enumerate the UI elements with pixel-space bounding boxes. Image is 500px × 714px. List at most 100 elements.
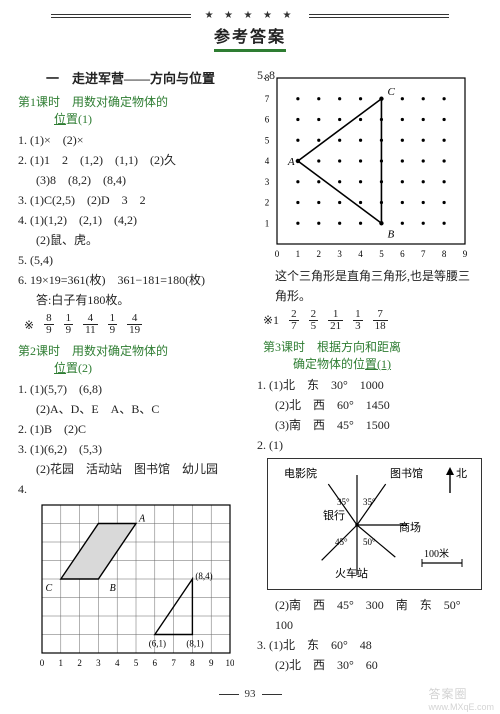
tri-text-2: 角形。 — [275, 287, 482, 305]
l1-6b: 答:白子有180枚。 — [36, 291, 243, 309]
grid-q4-svg: 012345678910ABC(8,4)(6,1)(8,1) — [24, 501, 234, 669]
grid-q5-svg: 012345678912345678ABC — [259, 72, 469, 260]
lesson-1-tail: 置(1) — [66, 112, 92, 126]
svg-text:7: 7 — [171, 658, 176, 668]
svg-text:电影院: 电影院 — [284, 466, 317, 480]
svg-text:4: 4 — [358, 249, 363, 259]
svg-text:北: 北 — [456, 467, 467, 480]
l3-3b: (2)北 西 30° 60 — [275, 656, 482, 674]
grid-q5: 012345678912345678ABC — [259, 72, 482, 264]
l3-2: 2. (1) — [257, 436, 482, 454]
svg-text:4: 4 — [265, 156, 270, 166]
svg-text:0: 0 — [40, 658, 45, 668]
svg-text:8: 8 — [190, 658, 195, 668]
direction-diagram-box: 电影院图书馆银行商场火车站35°35°50°45°北100米 — [267, 458, 482, 590]
svg-text:商场: 商场 — [399, 520, 421, 534]
svg-text:9: 9 — [463, 249, 468, 259]
l1-2a: 2. (1)1 2 (1,2) (1,1) (2)久 — [18, 151, 243, 169]
watermark-a: 答案圈 — [428, 687, 467, 701]
l1-4a: 4. (1)(1,2) (2,1) (4,2) — [18, 211, 243, 229]
svg-text:1: 1 — [296, 249, 301, 259]
svg-text:C: C — [46, 583, 53, 594]
header-stars: ★ ★ ★ ★ ★ — [205, 10, 296, 21]
mfrac-3: 121 — [328, 309, 343, 332]
page-title: 参考答案 — [0, 23, 500, 52]
l2-4: 4. — [18, 480, 243, 498]
lesson-1-prefix: 第1课时 用数对确定物体的 — [18, 95, 168, 109]
mfrac-5: 718 — [373, 309, 388, 332]
svg-text:7: 7 — [421, 249, 426, 259]
mixed-fraction-row: ※1 27 25 121 13 718 — [263, 309, 482, 332]
l2-3a: 3. (1)(6,2) (5,3) — [18, 440, 243, 458]
svg-text:9: 9 — [209, 658, 214, 668]
mfrac-2: 25 — [309, 309, 319, 332]
svg-text:5: 5 — [265, 135, 270, 145]
l2-3b: (2)花园 活动站 图书馆 幼儿园 — [36, 460, 243, 478]
mixed-lead: ※1 — [263, 313, 279, 328]
page-title-text: 参考答案 — [214, 23, 286, 52]
svg-text:0: 0 — [275, 249, 280, 259]
lesson-2-ul: 位 — [54, 361, 66, 375]
svg-text:4: 4 — [115, 658, 120, 668]
svg-text:A: A — [287, 156, 295, 168]
svg-text:3: 3 — [337, 249, 342, 259]
l3-3a: 3. (1)北 东 60° 48 — [257, 636, 482, 654]
header-line-right — [309, 14, 449, 18]
svg-text:(8,1): (8,1) — [186, 639, 203, 649]
page-header: ★ ★ ★ ★ ★ 参考答案 — [0, 0, 500, 58]
svg-text:(6,1): (6,1) — [149, 639, 166, 649]
svg-text:2: 2 — [317, 249, 322, 259]
lesson-2-tail: 置(2) — [66, 361, 92, 375]
svg-text:8: 8 — [265, 73, 270, 83]
l1-3: 3. (1)C(2,5) (2)D 3 2 — [18, 191, 243, 209]
svg-text:5: 5 — [379, 249, 384, 259]
l3-1b: (2)北 西 60° 1450 — [275, 396, 482, 414]
svg-text:图书馆: 图书馆 — [390, 466, 423, 480]
svg-text:35°: 35° — [337, 497, 350, 507]
svg-text:2: 2 — [265, 198, 270, 208]
svg-text:50°: 50° — [363, 537, 376, 547]
watermark: 答案圈 www.MXqE.com — [428, 685, 494, 712]
svg-text:8: 8 — [442, 249, 447, 259]
svg-text:C: C — [387, 86, 395, 98]
lesson-1-ul: 位 — [54, 112, 66, 126]
l3-2b1: (2)南 西 45° 300 南 东 50° — [275, 596, 482, 614]
l1-4b: (2)鼠、虎。 — [36, 231, 243, 249]
svg-text:5: 5 — [134, 658, 139, 668]
l3-1c: (3)南 西 45° 1500 — [275, 416, 482, 434]
page-number: 93 — [0, 688, 500, 700]
mfrac-1: 27 — [289, 309, 299, 332]
svg-text:A: A — [138, 514, 146, 525]
header-decoration: ★ ★ ★ ★ ★ — [0, 10, 500, 21]
svg-text:1: 1 — [265, 218, 270, 228]
l3-1a: 1. (1)北 东 30° 1000 — [257, 376, 482, 394]
frac-2: 19 — [64, 313, 74, 336]
svg-text:6: 6 — [153, 658, 158, 668]
lesson-3-tail: 置(1) — [365, 357, 391, 371]
l1-5: 5. (5,4) — [18, 251, 243, 269]
l1-2b: (3)8 (8,2) (8,4) — [36, 171, 243, 189]
l1-fraction-row: ※ 89 19 411 19 419 — [24, 313, 243, 336]
svg-text:3: 3 — [265, 177, 270, 187]
svg-text:6: 6 — [265, 115, 270, 125]
mfrac-4: 13 — [353, 309, 363, 332]
l1-6a: 6. 19×19=361(枚) 361−181=180(枚) — [18, 271, 243, 289]
frac-1: 89 — [44, 313, 54, 336]
svg-text:银行: 银行 — [323, 508, 345, 522]
svg-text:10: 10 — [226, 658, 235, 668]
frac-5: 419 — [127, 313, 142, 336]
svg-text:B: B — [110, 583, 116, 594]
grid-q4: 012345678910ABC(8,4)(6,1)(8,1) — [24, 501, 243, 673]
svg-text:35°: 35° — [363, 497, 376, 507]
svg-text:2: 2 — [77, 658, 82, 668]
frac-3: 411 — [83, 313, 98, 336]
lesson-3-mid: 确定物体的位 — [293, 357, 365, 371]
l2-1b: (2)A、D、E A、B、C — [36, 400, 243, 418]
tri-text-1: 这个三角形是直角三角形,也是等腰三 — [275, 267, 482, 285]
l1-1: 1. (1)× (2)× — [18, 131, 243, 149]
content-area: 一 走进军营——方向与位置 第1课时 用数对确定物体的 位置(1) 1. (1)… — [0, 58, 500, 676]
svg-text:6: 6 — [400, 249, 405, 259]
lesson-3-title: 第3课时 根据方向和距离 确定物体的位置(1) — [263, 338, 482, 372]
svg-text:3: 3 — [96, 658, 101, 668]
lesson-1-title: 第1课时 用数对确定物体的 位置(1) — [18, 93, 243, 127]
